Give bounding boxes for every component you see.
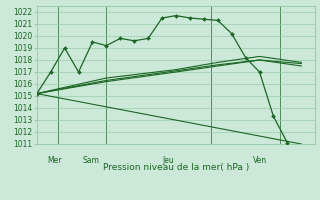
- Text: Jeu: Jeu: [162, 156, 174, 165]
- X-axis label: Pression niveau de la mer( hPa ): Pression niveau de la mer( hPa ): [103, 163, 249, 172]
- Text: Mer: Mer: [47, 156, 62, 165]
- Text: Sam: Sam: [82, 156, 99, 165]
- Text: Ven: Ven: [252, 156, 267, 165]
